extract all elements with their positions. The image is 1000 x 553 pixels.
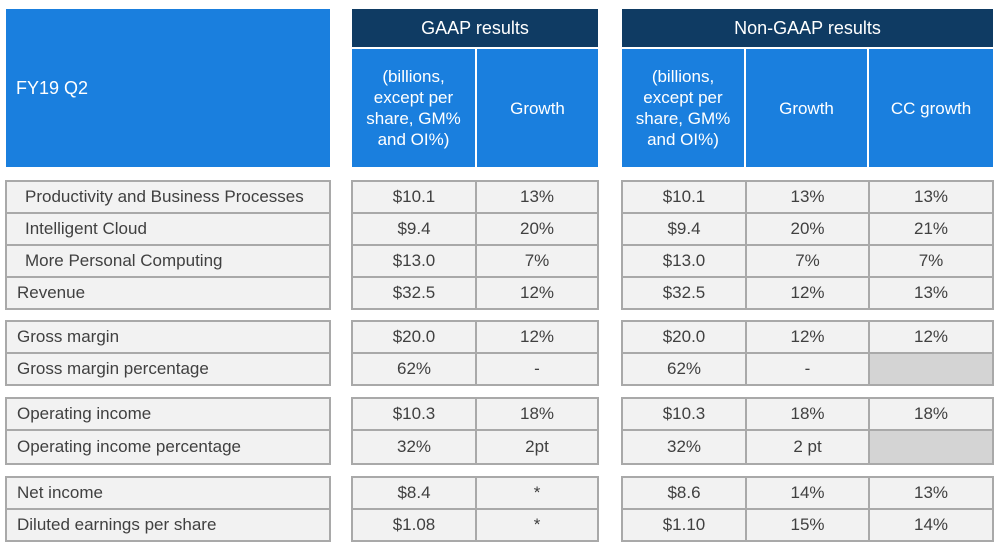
gaap-growth-header: Growth: [477, 49, 598, 167]
nongaap-value-cell: $13.0: [622, 245, 746, 277]
nongaap-cc-growth-cell: 13%: [869, 181, 993, 213]
row-label: Revenue: [6, 277, 330, 309]
nongaap-value-cell: $10.3: [622, 398, 746, 430]
nongaap-growth-cell: 14%: [746, 477, 869, 509]
gaap-value-cell: 62%: [352, 353, 476, 385]
nongaap-growth-cell: -: [746, 353, 869, 385]
gaap-value-cell: $32.5: [352, 277, 476, 309]
gaap-units-header: (billions, except per share, GM% and OI%…: [352, 49, 475, 167]
nongaap-value-cell: $9.4: [622, 213, 746, 245]
gaap-growth-cell: 12%: [476, 277, 598, 309]
period-header: FY19 Q2: [6, 9, 330, 167]
nongaap-value-cell: 32%: [622, 430, 746, 464]
gaap-group-header: GAAP results: [352, 9, 598, 47]
nongaap-cc-growth-cell: 21%: [869, 213, 993, 245]
gaap-value-cell: $10.3: [352, 398, 476, 430]
nongaap-growth-cell: 13%: [746, 181, 869, 213]
nongaap-cc-growth-cell: [869, 430, 993, 464]
row-label: Productivity and Business Processes: [6, 181, 330, 213]
gaap-growth-cell: 7%: [476, 245, 598, 277]
gaap-value-cell: $1.08: [352, 509, 476, 541]
nongaap-cc-growth-cell: 13%: [869, 477, 993, 509]
row-label: Gross margin percentage: [6, 353, 330, 385]
nongaap-cc-growth-cell: 18%: [869, 398, 993, 430]
gaap-growth-cell: 12%: [476, 321, 598, 353]
nongaap-growth-cell: 12%: [746, 321, 869, 353]
nongaap-cc-growth-header: CC growth: [869, 49, 993, 167]
row-label: More Personal Computing: [6, 245, 330, 277]
gaap-value-cell: $8.4: [352, 477, 476, 509]
gaap-growth-cell: 13%: [476, 181, 598, 213]
nongaap-value-cell: 62%: [622, 353, 746, 385]
row-label: Gross margin: [6, 321, 330, 353]
nongaap-group-header: Non-GAAP results: [622, 9, 993, 47]
gaap-growth-cell: 20%: [476, 213, 598, 245]
gaap-growth-cell: *: [476, 477, 598, 509]
gaap-growth-cell: *: [476, 509, 598, 541]
gaap-value-cell: $13.0: [352, 245, 476, 277]
nongaap-value-cell: $20.0: [622, 321, 746, 353]
gaap-growth-cell: 18%: [476, 398, 598, 430]
gaap-value-cell: $20.0: [352, 321, 476, 353]
nongaap-growth-header: Growth: [746, 49, 867, 167]
nongaap-growth-cell: 7%: [746, 245, 869, 277]
nongaap-growth-cell: 2 pt: [746, 430, 869, 464]
nongaap-cc-growth-cell: 7%: [869, 245, 993, 277]
nongaap-value-cell: $8.6: [622, 477, 746, 509]
nongaap-units-header: (billions, except per share, GM% and OI%…: [622, 49, 744, 167]
nongaap-growth-cell: 20%: [746, 213, 869, 245]
nongaap-cc-growth-cell: 14%: [869, 509, 993, 541]
row-label: Operating income percentage: [6, 430, 330, 464]
gaap-value-cell: $10.1: [352, 181, 476, 213]
row-label: Intelligent Cloud: [6, 213, 330, 245]
row-label: Diluted earnings per share: [6, 509, 330, 541]
nongaap-growth-cell: 12%: [746, 277, 869, 309]
nongaap-growth-cell: 18%: [746, 398, 869, 430]
nongaap-value-cell: $10.1: [622, 181, 746, 213]
nongaap-growth-cell: 15%: [746, 509, 869, 541]
gaap-growth-cell: 2pt: [476, 430, 598, 464]
row-label: Net income: [6, 477, 330, 509]
nongaap-cc-growth-cell: 13%: [869, 277, 993, 309]
row-label: Operating income: [6, 398, 330, 430]
nongaap-cc-growth-cell: [869, 353, 993, 385]
gaap-value-cell: $9.4: [352, 213, 476, 245]
nongaap-value-cell: $1.10: [622, 509, 746, 541]
gaap-value-cell: 32%: [352, 430, 476, 464]
nongaap-cc-growth-cell: 12%: [869, 321, 993, 353]
gaap-growth-cell: -: [476, 353, 598, 385]
nongaap-value-cell: $32.5: [622, 277, 746, 309]
